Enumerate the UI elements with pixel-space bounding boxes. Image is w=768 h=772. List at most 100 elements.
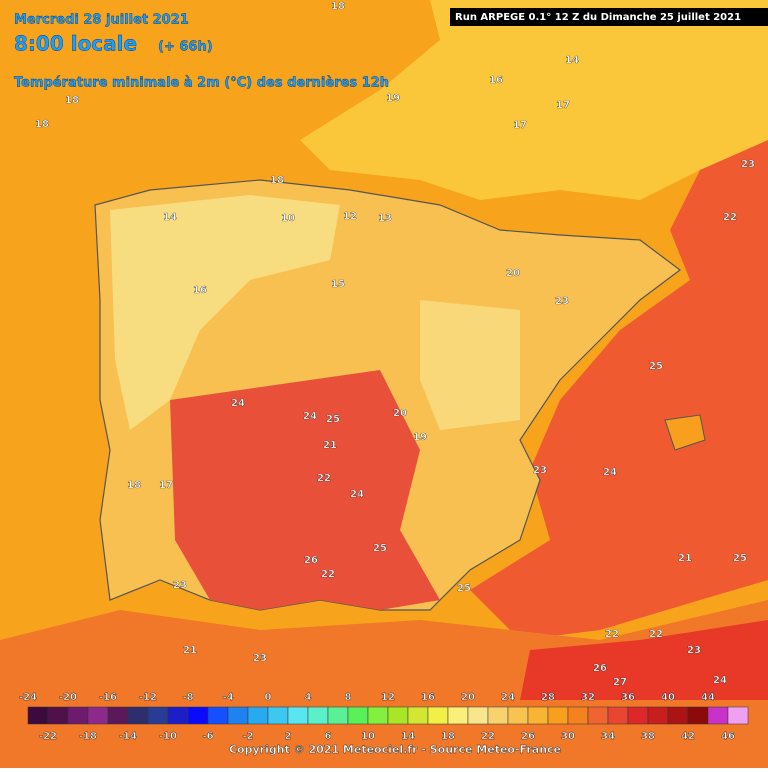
map-label: 19 [413,432,427,443]
map-label: 16 [489,75,503,86]
map-label: 26 [304,555,318,566]
colorbar-cell [467,706,489,725]
colorbar-cell [407,706,429,725]
colorbar-cell [427,706,449,725]
run-info: Run ARPEGE 0.1° 12 Z du Dimanche 25 juil… [455,12,741,23]
south-warm [170,370,440,610]
map-label: 20 [506,268,520,279]
colorbar-cell [347,706,369,725]
map-label: 25 [733,553,747,564]
map-label: 22 [317,473,331,484]
colorbar-bottom-label: 14 [401,731,415,742]
map-label: 22 [321,569,335,580]
colorbar-bottom-label: 26 [521,731,535,742]
map-label: 22 [649,629,663,640]
colorbar-cell [167,706,189,725]
colorbar-cell [607,706,629,725]
colorbar-bottom-label: 10 [361,731,375,742]
colorbar-top-label: 16 [421,692,435,703]
colorbar-top-label: -8 [182,692,193,703]
map-label: 24 [603,467,617,478]
colorbar-bottom-label: 6 [325,731,332,742]
map-label: 18 [331,1,345,12]
colorbar-cell [707,706,729,725]
colorbar-cell [147,706,169,725]
colorbar-top-label: -4 [222,692,233,703]
colorbar-cell [367,706,389,725]
colorbar-cell [267,706,289,725]
colorbar-cell [507,706,529,725]
map-label: 18 [35,119,49,130]
colorbar-cell [487,706,509,725]
map-label: 17 [159,480,173,491]
map-label: 17 [556,100,570,111]
map-label: 24 [231,398,245,409]
colorbar: -24 -20 -16 -12 -8 -4 0 4 8 12 16 20 24 28 32 36 40 44-22… [19,692,749,742]
colorbar-cell [207,706,229,725]
france [300,0,768,200]
map-labels: 18 18 18 19 17 14 16 17 18 14 10 13 15 1… [35,1,755,688]
map-label: 18 [127,480,141,491]
central-cool [420,300,520,430]
colorbar-cell [287,706,309,725]
map-label: 17 [513,120,527,131]
map-label: 21 [183,645,197,656]
map-label: 14 [565,55,579,66]
colorbar-cell [67,706,89,725]
colorbar-cell [307,706,329,725]
colorbar-top-label: 28 [541,692,555,703]
colorbar-bottom-label: 2 [285,731,292,742]
map-label: 15 [331,279,345,290]
colorbar-bottom-label: -6 [202,731,213,742]
map-label: 26 [593,663,607,674]
map-label: 14 [163,212,177,223]
map-label: 16 [193,285,207,296]
colorbar-bottom-label: 38 [641,731,655,742]
map-label: 12 [343,211,357,222]
colorbar-cell [567,706,589,725]
colorbar-cell [87,706,109,725]
map-label: 25 [326,414,340,425]
map-label: 24 [713,675,727,686]
colorbar-top-label: 0 [265,692,272,703]
colorbar-top-label: -16 [99,692,117,703]
map-label: 24 [350,489,364,500]
map-label: 19 [386,93,400,104]
colorbar-top-label: 24 [501,692,515,703]
colorbar-cell [327,706,349,725]
colorbar-cell [447,706,469,725]
map-label: 21 [678,553,692,564]
map-label: 18 [270,175,284,186]
map-label: 23 [687,645,701,656]
colorbar-cell [387,706,409,725]
colorbar-bottom-label: 30 [561,731,575,742]
colorbar-bottom-label: 42 [681,731,695,742]
colorbar-top-label: 4 [305,692,312,703]
map-label: 22 [605,629,619,640]
colorbar-cell [187,706,209,725]
colorbar-top-label: -12 [139,692,157,703]
map-label: 25 [457,583,471,594]
map-label: 25 [649,361,663,372]
map-label: 23 [555,296,569,307]
africa-hot [520,620,768,700]
colorbar-bottom-label: 46 [721,731,735,742]
colorbar-bottom-label: -10 [159,731,177,742]
colorbar-cell [527,706,549,725]
map-label: 23 [533,465,547,476]
lead: (+ 66h) [158,40,213,55]
colorbar-bottom-label: -14 [119,731,137,742]
colorbar-cell [107,706,129,725]
colorbar-cell [667,706,689,725]
colorbar-cell [687,706,709,725]
map-label: 27 [613,677,627,688]
colorbar-bottom-label: 18 [441,731,455,742]
date: Mercredi 28 juillet 2021 [14,13,189,28]
colorbar-top-label: 32 [581,692,595,703]
colorbar-top-label: 20 [461,692,475,703]
colorbar-top-label: 8 [345,692,352,703]
map-label: 23 [741,159,755,170]
colorbar-bottom-label: -2 [242,731,253,742]
map-label: 20 [393,408,407,419]
